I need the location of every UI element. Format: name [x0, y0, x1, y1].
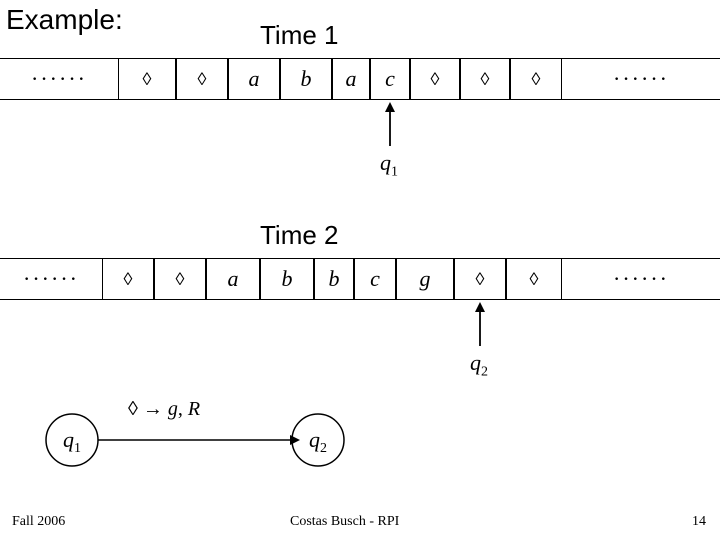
- tape-cell: g: [396, 258, 454, 300]
- tape-cell: b: [280, 58, 332, 100]
- tape2: ······◊◊abbcg◊◊······: [0, 258, 720, 300]
- tape-cell: ◊: [176, 58, 228, 100]
- blank-diamond-icon: ◊: [530, 269, 539, 290]
- tape-cell: ◊: [510, 58, 562, 100]
- tape-cell: a: [206, 258, 260, 300]
- blank-diamond-icon: ◊: [481, 69, 490, 90]
- svg-text:q2: q2: [309, 427, 327, 456]
- svg-text:q1: q1: [63, 427, 81, 456]
- blank-diamond-icon: ◊: [532, 69, 541, 90]
- arrow-text: →: [138, 398, 168, 420]
- head1-state: q1: [380, 150, 398, 180]
- footer-left: Fall 2006: [12, 514, 65, 530]
- tape-cell: a: [332, 58, 370, 100]
- head2-arrow: [470, 302, 490, 346]
- page-title: Example:: [6, 4, 123, 36]
- diamond-icon: ◊: [128, 398, 138, 420]
- tape-ellipsis: ······: [0, 258, 102, 300]
- tape1: ······◊◊abac◊◊◊······: [0, 58, 720, 100]
- tape-ellipsis: ······: [562, 58, 720, 100]
- tape-cell: ◊: [102, 258, 154, 300]
- tape-cell: ◊: [154, 258, 206, 300]
- time1-label: Time 1: [260, 20, 339, 51]
- blank-diamond-icon: ◊: [143, 69, 152, 90]
- tape-cell: ◊: [454, 258, 506, 300]
- tape-cell: ◊: [118, 58, 176, 100]
- head2-state: q2: [470, 350, 488, 380]
- blank-diamond-icon: ◊: [124, 269, 133, 290]
- trans-g: g: [168, 398, 178, 420]
- blank-diamond-icon: ◊: [176, 269, 185, 290]
- tape-cell: ◊: [506, 258, 562, 300]
- footer-center: Costas Busch - RPI: [290, 514, 399, 530]
- blank-diamond-icon: ◊: [198, 69, 207, 90]
- tape-ellipsis: ······: [562, 258, 720, 300]
- trans-comma: ,: [178, 398, 188, 420]
- tape-cell: ◊: [410, 58, 460, 100]
- tape-cell: c: [370, 58, 410, 100]
- tape-ellipsis: ······: [0, 58, 118, 100]
- tape-cell: b: [260, 258, 314, 300]
- tape-cell: a: [228, 58, 280, 100]
- head1-arrow: [380, 102, 400, 146]
- blank-diamond-icon: ◊: [431, 69, 440, 90]
- tape-cell: c: [354, 258, 396, 300]
- trans-R: R: [188, 398, 200, 420]
- time2-label: Time 2: [260, 220, 339, 251]
- blank-diamond-icon: ◊: [476, 269, 485, 290]
- transition-label: ◊ → g, R: [128, 398, 200, 421]
- footer-right: 14: [692, 514, 706, 530]
- tape-cell: b: [314, 258, 354, 300]
- tape-cell: ◊: [460, 58, 510, 100]
